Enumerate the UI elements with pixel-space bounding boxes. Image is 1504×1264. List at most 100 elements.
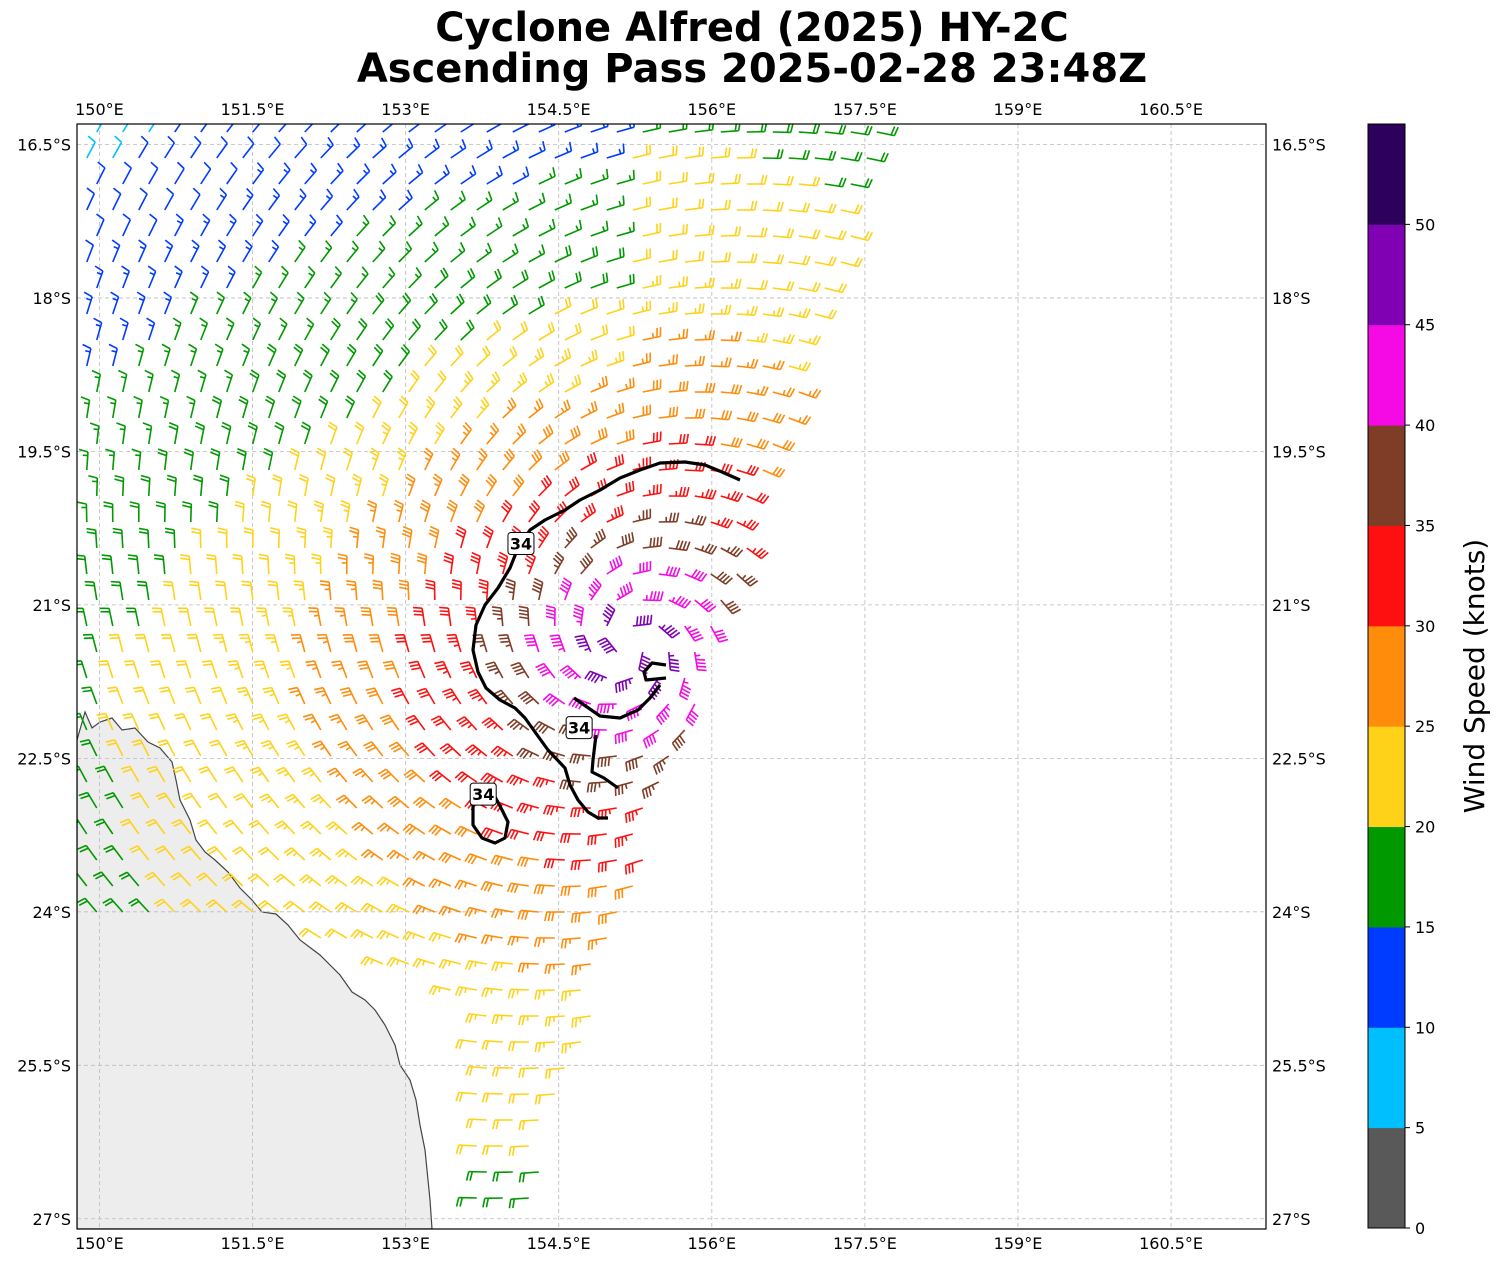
barb-staff: [346, 144, 361, 159]
barb-feather: [457, 880, 464, 890]
barb-half-feather: [588, 593, 594, 598]
wind-barb: [316, 633, 332, 653]
wind-barb: [111, 239, 121, 263]
barb-feather: [802, 202, 807, 212]
barb-feather: [290, 447, 300, 454]
barb-feather: [620, 505, 624, 515]
wind-barb: [211, 395, 223, 419]
barb-half-feather: [651, 784, 655, 791]
barb-feather: [157, 848, 166, 854]
wind-barb: [162, 580, 176, 601]
barb-feather: [198, 874, 208, 882]
wind-barb: [274, 421, 285, 445]
barb-feather: [309, 847, 318, 855]
barb-feather: [175, 660, 186, 663]
barb-feather: [120, 874, 130, 880]
wind-barb: [439, 606, 452, 627]
barb-feather: [828, 256, 834, 266]
barb-feather: [195, 872, 205, 879]
barb-feather: [763, 333, 769, 343]
barb-feather: [381, 424, 390, 432]
wind-barb: [183, 448, 194, 471]
barb-feather: [148, 712, 158, 717]
barb-feather: [694, 515, 700, 525]
barb-feather: [586, 783, 590, 793]
wind-barb: [199, 317, 209, 341]
barb-feather: [373, 346, 382, 355]
wind-barb: [238, 633, 254, 653]
wind-barb: [231, 899, 254, 913]
wind-barb: [136, 291, 146, 315]
barb-half-feather: [218, 246, 225, 250]
barb-half-feather: [512, 146, 517, 152]
barb-feather: [468, 319, 475, 329]
barb-feather: [591, 350, 595, 361]
wind-barb: [346, 291, 358, 315]
barb-feather: [401, 532, 411, 538]
barb-half-feather: [701, 545, 705, 551]
barb-half-feather: [162, 401, 168, 405]
barb-half-feather: [421, 907, 426, 913]
barb-feather: [354, 770, 364, 777]
barb-feather: [389, 905, 397, 914]
barb-feather: [439, 606, 449, 609]
wind-barb: [243, 527, 254, 549]
barb-feather: [628, 430, 632, 440]
barb-half-feather: [569, 991, 572, 997]
barb-feather: [632, 377, 635, 387]
wind-barb: [614, 833, 633, 848]
barb-feather: [815, 229, 821, 239]
wind-barb: [632, 248, 652, 263]
barb-feather: [512, 1198, 516, 1209]
barb-feather: [267, 583, 278, 587]
barb-feather: [535, 400, 541, 410]
barb-feather: [466, 321, 473, 331]
colorbar-tick-label: 35: [1415, 516, 1435, 535]
wind-barb: [454, 932, 477, 944]
barb-feather: [456, 716, 465, 723]
wind-barb: [490, 745, 514, 758]
wind-barb: [186, 395, 196, 419]
wind-barb: [616, 377, 635, 393]
barb-half-feather: [395, 959, 400, 966]
wind-barb: [217, 527, 228, 549]
barb-half-feather: [512, 197, 516, 204]
barb-feather: [367, 746, 377, 753]
wind-barb: [302, 369, 313, 393]
wind-barb: [736, 148, 758, 159]
barb-half-feather: [648, 489, 651, 495]
barb-staff: [372, 145, 387, 159]
barb-staff: [112, 141, 123, 159]
barb-feather: [222, 819, 232, 826]
barb-feather: [117, 369, 128, 376]
wind-barb: [232, 846, 254, 861]
barb-feather: [478, 450, 486, 459]
barb-feather: [146, 317, 155, 324]
barb-feather: [711, 124, 715, 130]
barb-feather: [376, 876, 384, 885]
barb-feather: [310, 162, 318, 171]
barb-feather: [282, 213, 290, 222]
barb-feather: [430, 715, 440, 721]
wind-barb: [502, 243, 519, 263]
barb-feather: [80, 794, 90, 800]
barb-feather: [533, 884, 538, 895]
wind-barb: [772, 228, 795, 239]
barb-feather: [360, 849, 369, 857]
wind-barb: [382, 215, 397, 237]
barb-staff: [528, 149, 546, 159]
barb-feather: [509, 720, 518, 729]
barb-feather: [108, 689, 118, 693]
barb-feather: [688, 628, 698, 633]
wind-barb: [481, 717, 504, 731]
barb-feather: [389, 215, 397, 224]
wind-barb: [402, 877, 426, 888]
barb-feather: [789, 175, 795, 186]
barb-feather: [538, 1095, 542, 1105]
wind-barb: [590, 375, 609, 393]
barb-feather: [86, 527, 96, 531]
barb-half-feather: [308, 878, 313, 884]
wind-barb: [658, 624, 681, 639]
barb-feather: [596, 729, 601, 739]
barb-feather: [278, 716, 289, 721]
